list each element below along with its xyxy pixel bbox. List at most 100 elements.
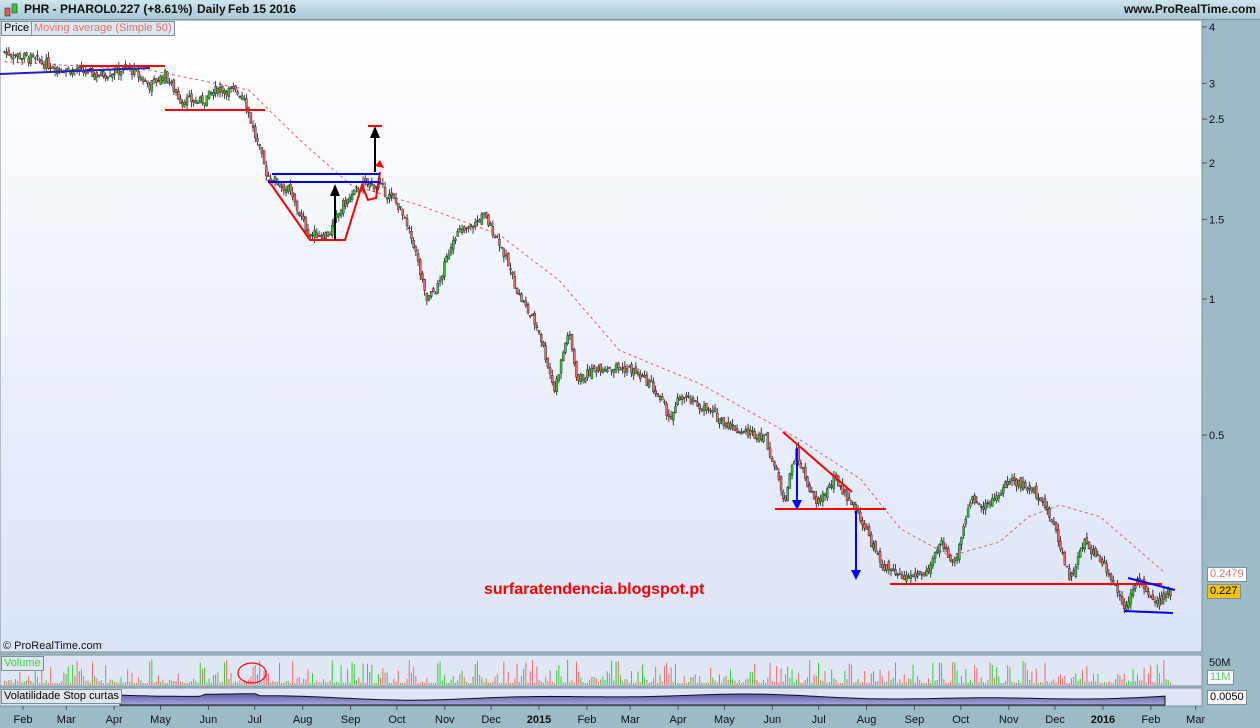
candle-body	[663, 401, 666, 403]
candle-body	[986, 502, 990, 504]
ma-legend[interactable]: Moving average (Simple 50)	[31, 21, 175, 36]
y-tick-label: 1.5	[1209, 214, 1224, 226]
candle-body	[993, 497, 996, 501]
candle-body	[185, 97, 189, 106]
candle-body	[722, 417, 726, 426]
candle-body	[711, 410, 715, 413]
candle-body	[971, 496, 974, 501]
candle-body	[916, 573, 919, 577]
volatility-area	[119, 693, 1166, 706]
x-tick-label: Apr	[670, 714, 687, 726]
symbol-title: PHR - PHAROL	[24, 2, 111, 16]
candle-body	[170, 81, 173, 83]
copyright-label: © ProRealTime.com	[3, 640, 102, 652]
candle-body	[232, 86, 235, 89]
candle-body	[865, 526, 869, 530]
candle-body	[496, 235, 499, 238]
candle-body	[1169, 589, 1172, 597]
candle-body	[823, 494, 827, 496]
candle-body	[870, 534, 873, 547]
candle-body	[1008, 481, 1012, 485]
candle-body	[221, 86, 224, 93]
candle-body	[381, 183, 385, 185]
candle-body	[914, 572, 917, 578]
candle-body	[764, 433, 767, 436]
candle-body	[1149, 596, 1152, 598]
candle-body	[555, 378, 558, 393]
candle-body	[405, 218, 409, 226]
candle-body	[1004, 481, 1007, 489]
candle-body	[249, 112, 253, 124]
candle-body	[36, 55, 39, 57]
candle-body	[1041, 501, 1045, 503]
candle-body	[449, 247, 453, 254]
candle-body	[683, 396, 686, 399]
candle-body	[1070, 572, 1073, 577]
volume-legend[interactable]: Volume	[1, 656, 44, 671]
candle-body	[548, 367, 552, 374]
candle-body	[317, 235, 321, 237]
candle-body	[108, 75, 112, 77]
candle-body	[698, 404, 701, 410]
candle-body	[603, 368, 607, 371]
candle-body	[799, 462, 803, 469]
candle-body	[372, 184, 376, 190]
candle-body	[592, 365, 596, 369]
candle-body	[856, 509, 860, 512]
candle-body	[845, 488, 849, 501]
period-label: Daily	[197, 2, 226, 16]
candle-body	[1015, 478, 1018, 487]
candle-body	[161, 77, 165, 82]
candle-body	[491, 225, 495, 236]
candle-body	[434, 292, 437, 295]
candle-body	[929, 564, 932, 574]
candle-body	[991, 498, 994, 507]
candle-body	[584, 378, 587, 383]
price-legend[interactable]: Price	[1, 21, 33, 36]
candle-body	[80, 67, 83, 69]
y-tick-label: 0.5	[1209, 430, 1224, 442]
candle-body	[650, 380, 653, 383]
candle-body	[709, 410, 712, 412]
candle-body	[777, 472, 781, 480]
candle-body	[421, 273, 424, 280]
trendline	[782, 431, 853, 493]
candle-body	[612, 369, 616, 373]
candle-body	[760, 432, 763, 440]
candle-body	[568, 334, 572, 336]
candle-body	[509, 268, 512, 271]
candle-body	[960, 536, 963, 545]
candle-body	[933, 552, 937, 559]
volume-scale-label: 50M	[1209, 657, 1231, 669]
candle-body	[623, 366, 627, 373]
candle-body	[515, 288, 519, 294]
candle-body	[588, 369, 591, 377]
candle-body	[909, 575, 913, 579]
candle-body	[806, 476, 809, 488]
candle-body	[601, 369, 605, 373]
candle-body	[1048, 508, 1051, 518]
candle-body	[91, 68, 94, 77]
candle-body	[1118, 594, 1122, 596]
candle-body	[762, 435, 765, 442]
candle-body	[42, 64, 46, 69]
site-link[interactable]: www.ProRealTime.com	[1123, 2, 1256, 16]
candle-body	[29, 54, 33, 64]
candle-body	[1010, 477, 1014, 481]
candle-body	[166, 71, 169, 83]
candle-body	[988, 502, 992, 506]
candle-body	[656, 393, 660, 397]
candle-body	[172, 79, 176, 92]
candle-body	[38, 59, 41, 62]
candle-body	[304, 217, 308, 232]
candle-body	[614, 364, 618, 371]
candle-body	[557, 374, 561, 381]
candle-body	[469, 224, 473, 227]
candle-body	[47, 57, 50, 69]
candle-body	[265, 165, 268, 177]
candle-body	[243, 98, 246, 100]
volatility-legend[interactable]: Volatilidade Stop curtas	[1, 689, 122, 704]
candle-body	[493, 236, 497, 238]
candle-body	[379, 182, 382, 185]
